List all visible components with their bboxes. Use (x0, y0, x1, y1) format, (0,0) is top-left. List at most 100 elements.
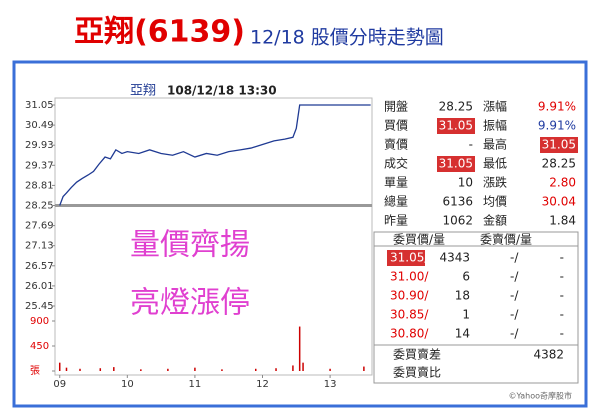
quote-value: 31.05 (439, 119, 473, 133)
y-tick-label: 30.49 (25, 120, 54, 131)
subtitle: 12/18 股價分時走勢圖 (250, 27, 444, 49)
volume-bar (167, 368, 169, 371)
quote-value: 6136 (442, 195, 473, 209)
quote-value: 31.05 (542, 138, 576, 152)
order-cell: -/ (510, 270, 519, 284)
quote-label: 最低 (483, 157, 507, 171)
quote-label: 開盤 (384, 100, 408, 114)
volume-bar (194, 367, 196, 371)
x-tick-label: 12 (256, 379, 269, 390)
volume-bar (221, 369, 223, 371)
chart-title: 亞翔 (130, 84, 156, 99)
quote-label: 單量 (384, 176, 408, 190)
quote-value: 1062 (442, 214, 473, 228)
x-tick-label: 11 (189, 379, 202, 390)
x-tick-label: 10 (121, 379, 134, 390)
quote-value: - (469, 138, 473, 152)
order-header: 委買價/量 (393, 233, 445, 247)
volume-bar (275, 368, 277, 371)
order-cell: 4343 (439, 251, 470, 265)
order-cell: 30.90/ (390, 289, 429, 303)
y-tick-label: 29.93 (25, 140, 54, 151)
y-tick-label: 26.01 (25, 281, 54, 292)
quote-value: 31.05 (439, 157, 473, 171)
quote-value: 9.91% (538, 100, 576, 114)
title: 亞翔(6139) (74, 15, 245, 50)
volume-bar (113, 367, 115, 371)
quote-label: 最高 (483, 137, 507, 152)
quote-label: 均價 (483, 195, 507, 209)
order-cell: 30.80/ (390, 327, 429, 341)
order-cell: 14 (455, 327, 470, 341)
volume-bar (302, 362, 304, 371)
order-cell: 30.85/ (390, 308, 429, 322)
volume-bar (65, 367, 68, 371)
order-cell: - (560, 308, 564, 322)
order-cell: 31.05/ (390, 251, 429, 265)
volume-bar (298, 326, 301, 371)
order-cell: 31.00/ (390, 270, 429, 284)
quote-label: 漲跌 (483, 175, 507, 190)
quote-label: 昨量 (384, 214, 408, 228)
volume-bar (79, 368, 81, 371)
volume-bar (329, 368, 331, 371)
order-cell: - (560, 270, 564, 284)
order-cell: -/ (510, 251, 519, 265)
order-diff-value: 4382 (533, 348, 564, 362)
volume-tick-label: 張 (30, 365, 40, 377)
quote-label: 振幅 (483, 118, 507, 133)
quote-label: 金額 (483, 213, 507, 228)
order-ratio-label: 委買賣比 (393, 365, 441, 380)
quote-value: 28.25 (439, 100, 473, 114)
footer: ©Yahoo奇摩股市 (508, 391, 572, 401)
y-tick-label: 25.45 (25, 301, 54, 312)
volume-bar (58, 362, 61, 371)
quote-value: 30.04 (542, 195, 576, 209)
quote-label: 漲幅 (483, 99, 507, 114)
volume-bar (140, 369, 142, 371)
order-cell: -/ (510, 308, 519, 322)
quote-label: 賣價 (384, 137, 408, 152)
volume-bar (254, 368, 257, 371)
quote-label: 成交 (384, 156, 408, 171)
quote-value: 2.80 (549, 176, 576, 190)
annotation: 量價齊揚 (130, 228, 250, 263)
quote-value: 10 (458, 176, 473, 190)
order-header: 委賣價/量 (480, 232, 532, 247)
quote-label: 買價 (384, 119, 408, 133)
quote-value: 9.91% (538, 119, 576, 133)
volume-tick-label: 450 (30, 341, 49, 352)
y-tick-label: 31.05 (25, 100, 54, 111)
quote-value: 1.84 (549, 214, 576, 228)
order-cell: 18 (455, 289, 470, 303)
order-cell: - (560, 289, 564, 303)
order-book-box (373, 231, 579, 384)
quote-value: 28.25 (542, 157, 576, 171)
plot-frame (54, 97, 373, 376)
y-tick-label: 27.13 (25, 241, 54, 252)
highlight (540, 137, 578, 153)
order-cell: -/ (510, 289, 519, 303)
y-tick-label: 26.57 (25, 261, 54, 272)
order-diff-label: 委買賣差 (393, 347, 441, 362)
highlight (437, 156, 475, 172)
order-cell: 1 (462, 308, 470, 322)
order-cell: - (560, 327, 564, 341)
x-tick-label: 13 (324, 379, 337, 390)
highlight (437, 118, 475, 134)
volume-bar (99, 368, 102, 371)
y-tick-label: 27.69 (25, 221, 54, 232)
quote-label: 總量 (384, 194, 408, 209)
y-tick-label: 28.25 (25, 201, 54, 212)
highlight (387, 250, 425, 266)
x-tick-label: 09 (53, 379, 66, 390)
timestamp: 108/12/18 13:30 (167, 84, 277, 98)
volume-bar (363, 366, 365, 371)
y-tick-label: 29.37 (25, 160, 54, 171)
y-tick-label: 28.81 (25, 180, 54, 191)
order-cell: - (560, 251, 564, 265)
order-cell: -/ (510, 327, 519, 341)
volume-tick-label: 900 (30, 316, 49, 327)
price-line (59, 104, 371, 206)
